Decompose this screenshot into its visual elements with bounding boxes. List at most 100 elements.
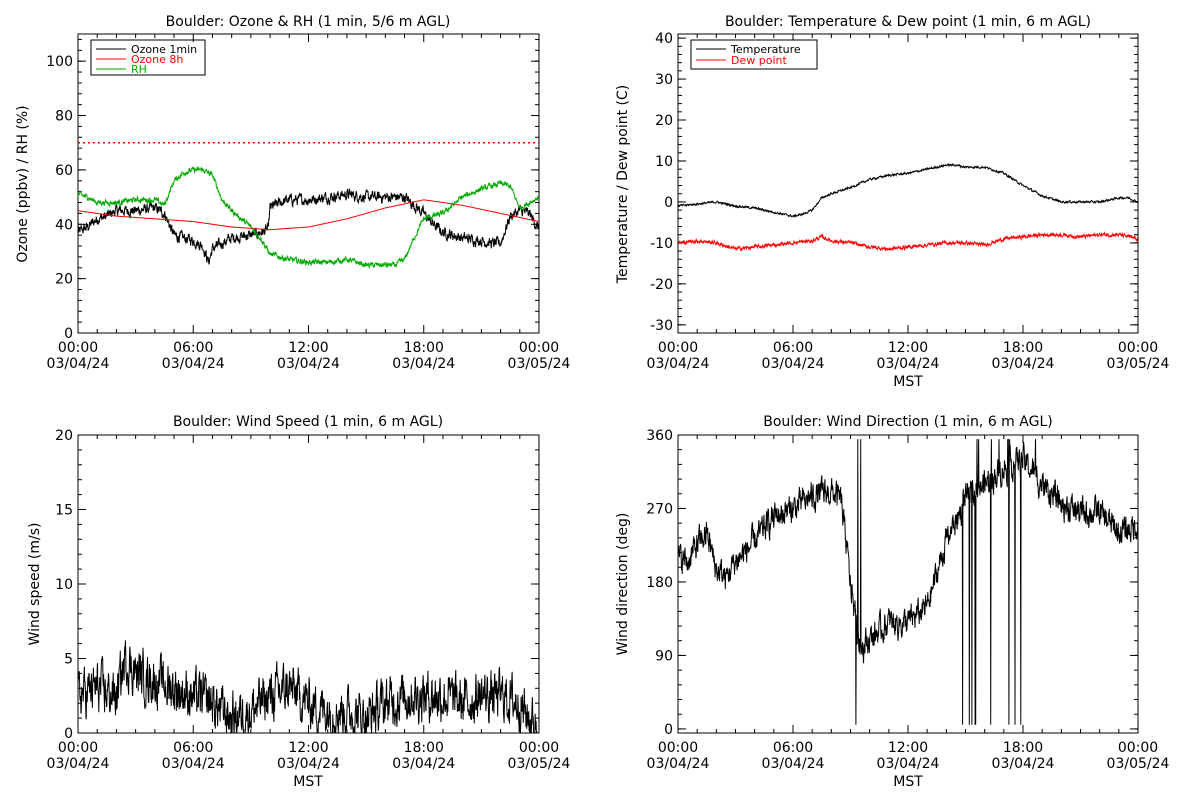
panel-ozone-rh: Boulder: Ozone & RH (1 min, 5/6 m AGL) O… [15, 14, 540, 334]
x-tick-label: 03/04/24 [647, 756, 710, 772]
y-tick-label: 60 [55, 163, 73, 179]
panel-wind-direction: Boulder: Wind Direction (1 min, 6 m AGL)… [615, 414, 1139, 790]
y-tick-label: 20 [655, 113, 673, 129]
x-tick-label: 06:00 [773, 340, 813, 356]
x-tick-label: 03/05/24 [508, 756, 571, 772]
x-tick-label: 00:00 [1118, 340, 1158, 356]
x-tick-label: 03/05/24 [1107, 356, 1170, 372]
x-tick-label: 03/05/24 [1107, 756, 1170, 772]
x-tick-label: 03/04/24 [162, 756, 225, 772]
panel-temp-dew: Boulder: Temperature & Dew point (1 min,… [615, 14, 1139, 390]
legend: Ozone 1min Ozone 8h RH [90, 39, 206, 76]
legend-label: Dew point [731, 54, 787, 67]
legend-label: Ozone 1min [131, 43, 197, 56]
panel-title: Boulder: Temperature & Dew point (1 min,… [725, 14, 1091, 30]
legend-label: RH [131, 63, 147, 76]
plot-frame [677, 33, 1139, 334]
y-axis-label: Temperature / Dew point (C) [615, 85, 631, 284]
x-tick-label: 03/04/24 [762, 756, 825, 772]
y-tick-label: 10 [55, 577, 73, 593]
legend-box [690, 39, 818, 70]
plot-frame [77, 33, 540, 334]
x-tick-label: 12:00 [888, 340, 928, 356]
x-tick-label: 06:00 [773, 740, 813, 756]
x-tick-label: 03/04/24 [277, 756, 340, 772]
x-tick-label: 18:00 [1003, 340, 1043, 356]
y-tick-label: 20 [55, 272, 73, 288]
legend-label: Ozone 8h [131, 53, 183, 66]
x-axis-label: MST [893, 374, 923, 390]
panel-title: Boulder: Ozone & RH (1 min, 5/6 m AGL) [166, 14, 451, 30]
y-tick-label: 270 [646, 501, 673, 517]
x-tick-label: 06:00 [173, 740, 213, 756]
y-tick-label: 0 [664, 722, 673, 738]
panel-wind-speed: Boulder: Wind Speed (1 min, 6 m AGL) Win… [27, 414, 540, 790]
y-tick-label: 80 [55, 109, 73, 125]
panel-title: Boulder: Wind Speed (1 min, 6 m AGL) [173, 414, 443, 430]
legend-label: Temperature [730, 43, 801, 56]
y-tick-label: 30 [655, 72, 673, 88]
y-tick-label: -20 [650, 277, 673, 293]
x-tick-label: 12:00 [888, 740, 928, 756]
x-axis-label: MST [293, 774, 323, 790]
y-tick-label: 40 [55, 217, 73, 233]
x-tick-label: 03/04/24 [762, 356, 825, 372]
y-axis-label: Wind direction (deg) [615, 513, 631, 656]
series-line-dew-point [678, 231, 1138, 252]
y-tick-label: -10 [650, 236, 673, 252]
legend: Temperature Dew point [690, 39, 818, 70]
x-tick-label: 18:00 [1003, 740, 1043, 756]
x-tick-label: 18:00 [404, 740, 444, 756]
x-tick-label: 00:00 [519, 340, 559, 356]
y-tick-label: 15 [55, 503, 73, 519]
plot-frame [77, 434, 540, 734]
x-axis-label: MST [893, 774, 923, 790]
x-tick-label: 00:00 [58, 340, 98, 356]
x-tick-label: 03/04/24 [47, 356, 110, 372]
x-tick-label: 03/04/24 [992, 356, 1055, 372]
series-line-temperature [678, 162, 1138, 218]
y-tick-label: 20 [55, 428, 73, 444]
x-tick-label: 03/04/24 [392, 756, 455, 772]
series-line [78, 640, 539, 733]
chart-2: 00:0003/04/2406:0003/04/2412:0003/04/241… [47, 428, 571, 772]
y-tick-label: 180 [646, 575, 673, 591]
series-line [678, 439, 1138, 725]
x-tick-label: 03/04/24 [992, 756, 1055, 772]
y-axis-label: Wind speed (m/s) [27, 523, 43, 646]
x-tick-label: 03/04/24 [877, 756, 940, 772]
series-line-ozone-1min [78, 187, 539, 265]
y-tick-label: 90 [655, 648, 673, 664]
plot-frame [677, 434, 1139, 734]
chart-3: 00:0003/04/2406:0003/04/2412:0003/04/241… [646, 428, 1169, 772]
y-tick-label: 100 [46, 54, 73, 70]
x-tick-label: 00:00 [658, 340, 698, 356]
y-tick-label: 0 [664, 195, 673, 211]
x-tick-label: 03/04/24 [47, 756, 110, 772]
x-tick-label: 03/04/24 [647, 356, 710, 372]
y-tick-label: 5 [64, 652, 73, 668]
x-tick-label: 03/04/24 [162, 356, 225, 372]
y-tick-label: 360 [646, 428, 673, 444]
y-tick-label: 10 [655, 154, 673, 170]
series-line-ozone-8h [78, 199, 539, 231]
x-tick-label: 00:00 [519, 740, 559, 756]
series-line-rh [78, 166, 539, 270]
x-tick-label: 18:00 [404, 340, 444, 356]
y-tick-label: -30 [650, 318, 673, 334]
y-tick-label: 40 [655, 31, 673, 47]
x-tick-label: 06:00 [173, 340, 213, 356]
panel-title: Boulder: Wind Direction (1 min, 6 m AGL) [763, 414, 1052, 430]
x-tick-label: 00:00 [658, 740, 698, 756]
chart-0: 00:0003/04/2406:0003/04/2412:0003/04/241… [46, 34, 571, 372]
y-axis-label: Ozone (ppbv) / RH (%) [15, 105, 31, 262]
chart-1: 00:0003/04/2406:0003/04/2412:0003/04/241… [647, 31, 1170, 372]
y-tick-label: 0 [64, 726, 73, 742]
y-tick-label: 0 [64, 326, 73, 342]
x-tick-label: 00:00 [1118, 740, 1158, 756]
x-tick-label: 03/04/24 [877, 356, 940, 372]
x-tick-label: 00:00 [58, 740, 98, 756]
x-tick-label: 03/04/24 [392, 356, 455, 372]
x-tick-label: 12:00 [288, 340, 328, 356]
